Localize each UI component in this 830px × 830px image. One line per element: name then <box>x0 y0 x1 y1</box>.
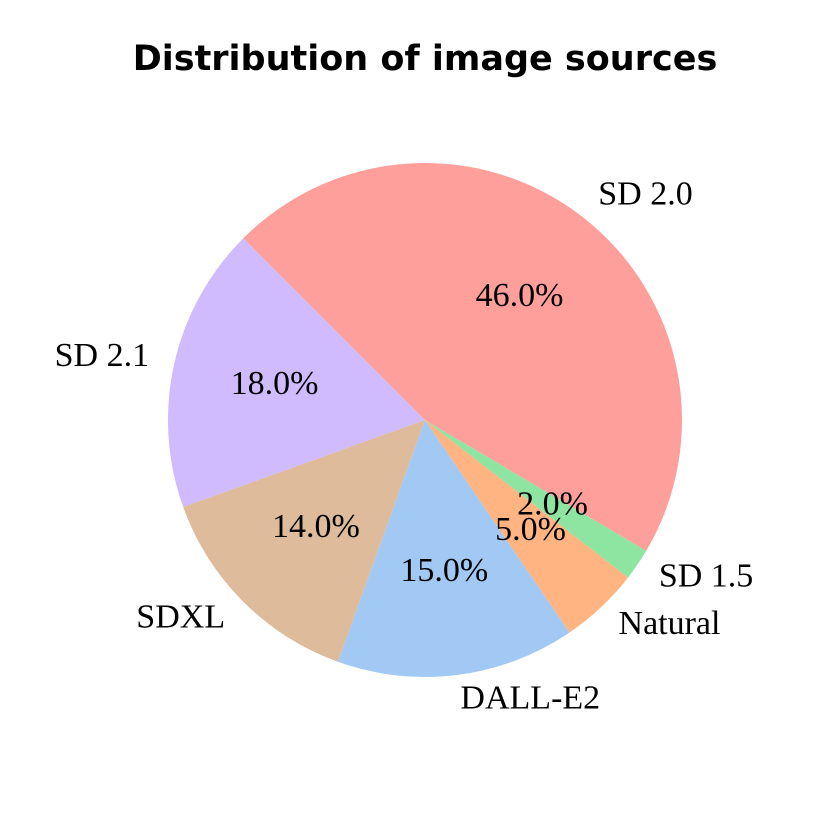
pie-slice <box>425 420 647 578</box>
pie-slice <box>168 238 426 508</box>
slice-label: Natural <box>619 605 721 642</box>
percent-label: 18.0% <box>231 365 319 402</box>
percent-label: 14.0% <box>272 508 360 545</box>
slice-label: DALL-E2 <box>460 679 600 716</box>
pie-slice <box>243 163 682 551</box>
pie-slice <box>183 420 425 662</box>
percent-label: 2.0% <box>517 485 588 522</box>
labels: SD 2.1 18.0% SDXL 14.0% DALL-E2 15.0% Natural 5… <box>55 175 754 716</box>
slice-label: SD 1.5 <box>659 558 753 595</box>
percent-label: 46.0% <box>476 277 564 314</box>
pie-slice <box>425 420 629 633</box>
slice-label: SDXL <box>136 599 225 636</box>
slice-label: SD 2.1 <box>55 337 149 374</box>
slice-label: SD 2.0 <box>598 175 692 212</box>
pie <box>168 163 682 678</box>
percent-label: 15.0% <box>400 552 488 589</box>
pie-slice <box>337 420 570 678</box>
percent-label: 5.0% <box>495 511 566 548</box>
chart-title: Distribution of image sources <box>133 39 718 79</box>
